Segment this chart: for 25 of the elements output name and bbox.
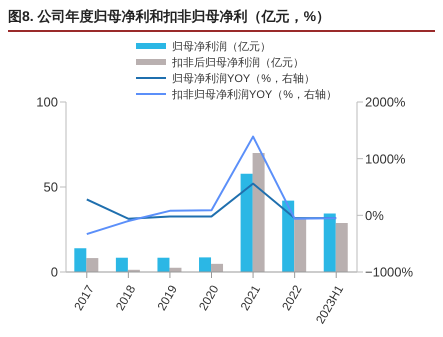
legend-label: 归母净利润（亿元） (172, 40, 271, 54)
bar (240, 174, 253, 272)
legend-label: 扣非归母净利润YOY（%，右轴） (172, 88, 338, 102)
bar (86, 258, 98, 272)
bar (294, 218, 306, 272)
line-series (86, 136, 338, 236)
bar (336, 223, 348, 272)
y2-tick-label: 0% (365, 208, 384, 223)
bar (74, 248, 86, 272)
y-tick-label: 100 (36, 94, 58, 110)
bar (199, 257, 212, 272)
bar (211, 264, 224, 272)
y2-tick-label: 1000% (365, 151, 406, 166)
bar (252, 153, 265, 272)
legend-label: 归母净利润YOY（%，右轴） (172, 72, 316, 86)
y-tick-label: 0 (50, 264, 58, 280)
chart-title: 图8. 公司年度归母净利和扣非归母净利（亿元，%） (8, 8, 435, 32)
bar (324, 214, 336, 272)
legend-label: 扣非后归母净利润（亿元） (172, 56, 304, 70)
y2-tick-label: 2000% (365, 94, 406, 110)
bar (157, 258, 170, 272)
bar (282, 200, 294, 272)
y2-tick-label: −1000% (365, 264, 414, 280)
bar (116, 258, 128, 272)
y-tick-label: 50 (44, 180, 58, 195)
